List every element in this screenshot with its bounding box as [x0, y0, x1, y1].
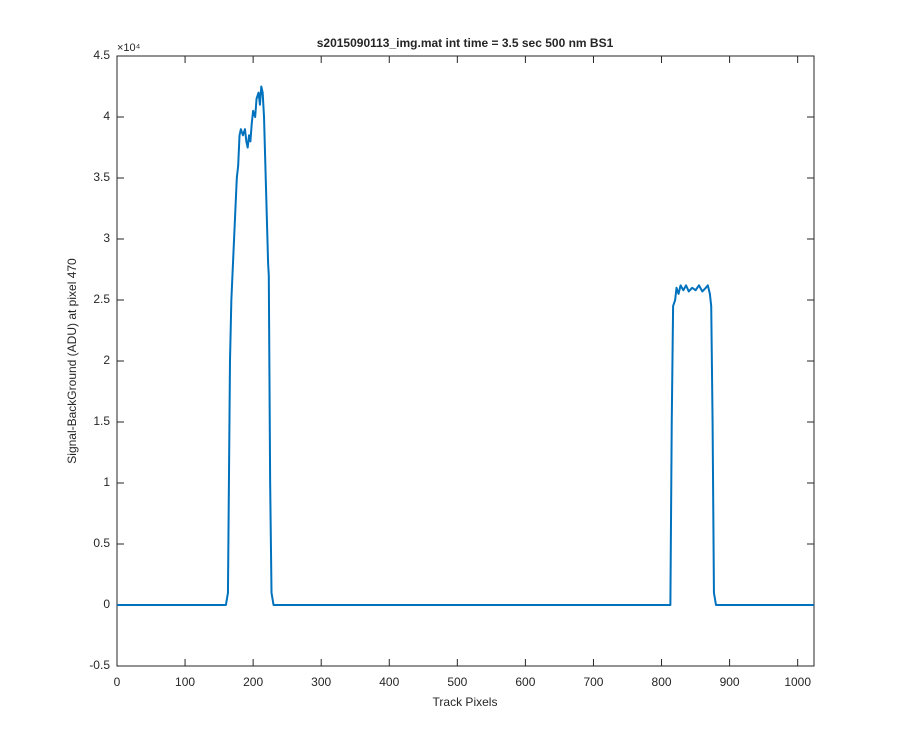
- y-tick-label: 3.5: [93, 170, 110, 184]
- x-tick-label: 600: [515, 675, 535, 689]
- x-tick-label: 400: [379, 675, 399, 689]
- y-tick-label: 1.5: [93, 414, 110, 428]
- y-tick-label: 0: [103, 597, 110, 611]
- y-tick-label: 2: [103, 353, 110, 367]
- x-tick-label: 100: [175, 675, 195, 689]
- chart-title: s2015090113_img.mat int time = 3.5 sec 5…: [317, 36, 614, 50]
- x-tick-label: 300: [311, 675, 331, 689]
- x-tick-label: 700: [583, 675, 603, 689]
- x-axis-label: Track Pixels: [433, 695, 498, 709]
- x-tick-label: 900: [720, 675, 740, 689]
- y-tick-label: 4: [103, 109, 110, 123]
- y-exponent-label: ×10⁴: [117, 42, 141, 54]
- y-tick-label: 4.5: [93, 48, 110, 62]
- x-tick-label: 500: [447, 675, 467, 689]
- x-tick-label: 800: [652, 675, 672, 689]
- data-line: [117, 85, 814, 606]
- y-tick-label: 0.5: [93, 536, 110, 550]
- y-tick-label: 2.5: [93, 292, 110, 306]
- x-tick-label: 0: [114, 675, 121, 689]
- y-axis-label: Signal-BackGround (ADU) at pixel 470: [65, 258, 79, 464]
- y-tick-label: 1: [103, 475, 110, 489]
- y-tick-label: 3: [103, 231, 110, 245]
- x-tick-label: 1000: [784, 675, 811, 689]
- x-tick-label: 200: [243, 675, 263, 689]
- y-tick-label: -0.5: [89, 658, 110, 672]
